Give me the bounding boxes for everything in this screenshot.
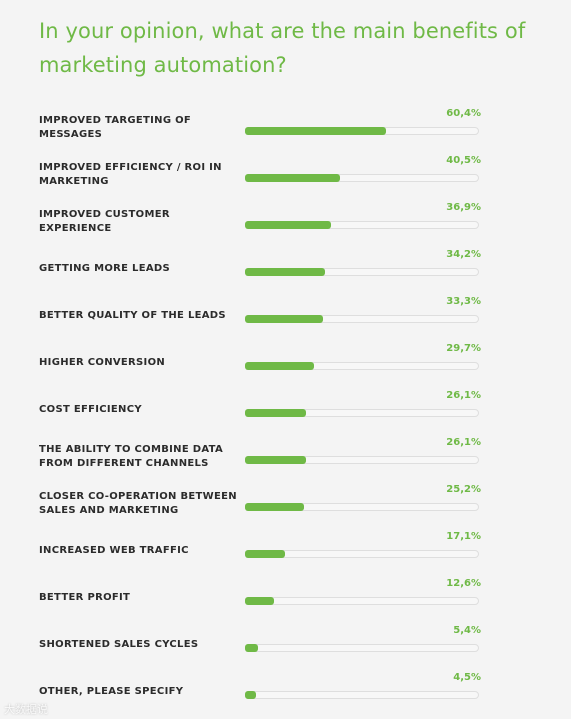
bar [245, 362, 315, 370]
category-label: IMPROVED CUSTOMER EXPERIENCE [39, 209, 170, 234]
category-label: IMPROVED EFFICIENCY / ROI IN MARKETING [39, 162, 222, 187]
value-label: 40,5% [446, 155, 481, 166]
bar [245, 550, 285, 558]
value-label: 4,5% [453, 672, 481, 683]
bar [245, 174, 340, 182]
value-label: 12,6% [446, 578, 481, 589]
category-label: INCREASED WEB TRAFFIC [39, 545, 189, 556]
value-label: 5,4% [453, 625, 481, 636]
bar-track [245, 597, 479, 605]
category-label: SHORTENED SALES CYCLES [39, 639, 199, 650]
bar [245, 456, 307, 464]
value-label: 25,2% [446, 484, 481, 495]
category-label: IMPROVED TARGETING OF MESSAGES [39, 115, 192, 140]
category-label: CLOSER CO-OPERATION BETWEEN SALES AND MA… [39, 491, 237, 516]
bar [245, 691, 256, 699]
bar [245, 409, 307, 417]
value-label: 29,7% [446, 343, 481, 354]
bar [245, 127, 387, 135]
value-label: 34,2% [446, 249, 481, 260]
watermark-logo: 大数据说 [4, 701, 48, 717]
value-label: 17,1% [446, 531, 481, 542]
value-label: 33,3% [446, 296, 481, 307]
bar-track [245, 691, 479, 699]
category-label: THE ABILITY TO COMBINE DATA FROM DIFFERE… [39, 444, 223, 469]
category-label: HIGHER CONVERSION [39, 357, 166, 368]
bar [245, 503, 304, 511]
watermark-text: 大数据说 [4, 703, 48, 716]
bar-track [245, 644, 479, 652]
page-title: In your opinion, what are the main benef… [39, 19, 526, 77]
bar [245, 268, 326, 276]
bar [245, 597, 275, 605]
value-label: 60,4% [446, 108, 481, 119]
value-label: 26,1% [446, 437, 481, 448]
bar [245, 315, 323, 323]
category-label: COST EFFICIENCY [39, 404, 142, 415]
bar [245, 221, 332, 229]
value-label: 26,1% [446, 390, 481, 401]
category-label: BETTER QUALITY OF THE LEADS [39, 310, 226, 321]
category-label: BETTER PROFIT [39, 592, 131, 603]
value-label: 36,9% [446, 202, 481, 213]
bar [245, 644, 258, 652]
category-label: GETTING MORE LEADS [39, 263, 171, 274]
category-label: OTHER, PLEASE SPECIFY [39, 686, 184, 697]
